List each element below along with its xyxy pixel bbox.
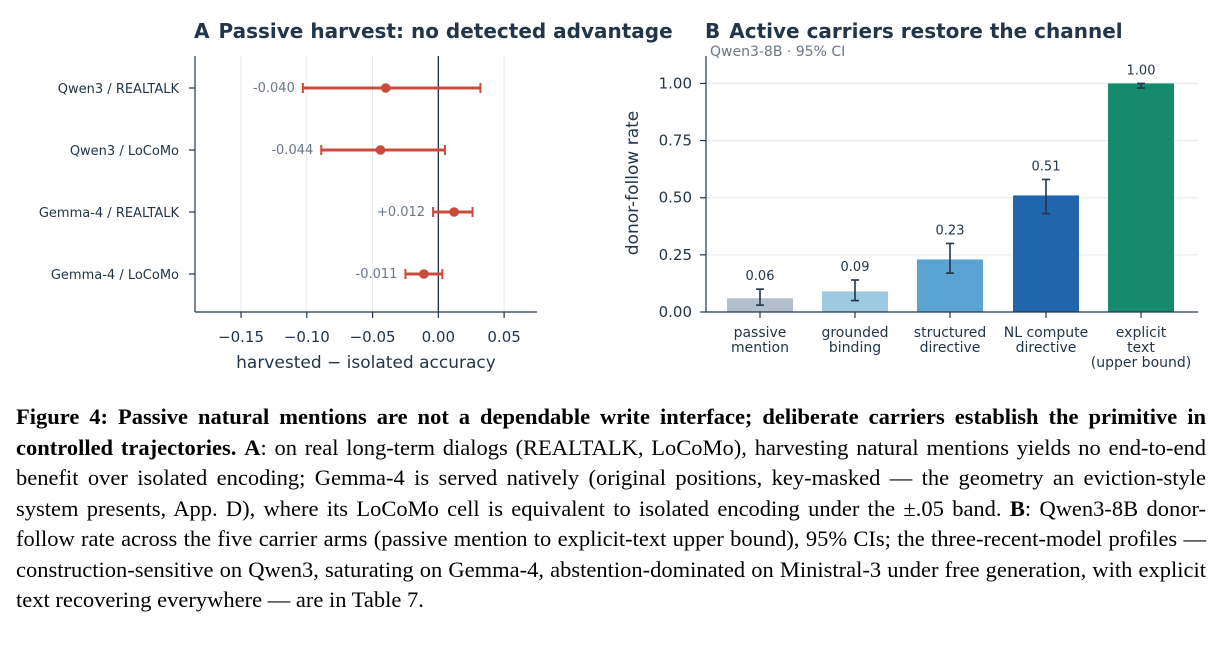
panel-b-value-label: 0.23 — [936, 223, 965, 238]
panel-a-row-label: Qwen3 / LoCoMo — [70, 144, 179, 159]
panel-a-x-ticks: −0.15 −0.10 −0.05 0.00 0.05 — [218, 312, 521, 346]
panel-b-y-tick-label: 0.50 — [659, 189, 692, 207]
panel-a-row-label: Gemma-4 / REALTALK — [39, 206, 180, 221]
panel-a-point-estimate — [375, 145, 386, 155]
panel-a-point-estimate — [449, 207, 459, 217]
panel-a-value-label: -0.011 — [356, 267, 398, 282]
panel-a-point-estimate — [419, 269, 429, 279]
figure-caption: Figure 4: Passive natural mentions are n… — [16, 402, 1206, 616]
panel-b-y-tick-label: 0.75 — [659, 132, 692, 150]
panel-b-category-label: directive — [1016, 340, 1077, 356]
panel-b-value-label: 1.00 — [1127, 63, 1156, 78]
panel-a-row-label: Gemma-4 / LoCoMo — [51, 268, 179, 283]
panel-b-category-label: directive — [920, 340, 981, 356]
caption-part-a-letter: A — [244, 434, 261, 460]
panel-a-title: A Passive harvest: no detected advantage — [194, 19, 673, 43]
figure-4: A Passive harvest: no detected advantage … — [39, 19, 1198, 373]
panel-a-row: Qwen3 / LoCoMo -0.044 — [70, 143, 446, 159]
panel-a-row: Gemma-4 / LoCoMo -0.011 — [51, 267, 444, 283]
panel-b-value-label: 0.51 — [1032, 159, 1061, 174]
panel-b-category-label: structured — [914, 325, 986, 341]
panel-a-x-tick-label: 0.00 — [422, 328, 455, 346]
panel-a-value-label: +0.012 — [377, 205, 425, 220]
panel-b-y-tick-label: 0.25 — [659, 246, 692, 264]
panel-b-title: B Active carriers restore the channel — [705, 19, 1123, 43]
panel-a-forest-plot: A Passive harvest: no detected advantage … — [39, 19, 673, 373]
caption-part-a-text: : on real long-term dialogs (REALTALK, L… — [16, 434, 1206, 521]
panel-a-x-tick-label: −0.15 — [218, 328, 264, 346]
panel-a-x-tick-label: −0.10 — [284, 328, 330, 346]
caption-part-b-letter: B — [1009, 495, 1025, 521]
panel-a-x-axis-label: harvested − isolated accuracy — [236, 353, 496, 373]
panel-a-gridlines — [240, 56, 505, 312]
panel-b-y-ticks: 0.00 0.25 0.50 0.75 1.00 — [659, 74, 706, 321]
panel-b-bar — [1108, 83, 1174, 312]
panel-b-bar — [1013, 195, 1079, 312]
panel-b-y-axis-label: donor-follow rate — [623, 111, 643, 255]
panel-a-x-tick-label: −0.05 — [350, 328, 396, 346]
panel-b-category-label: binding — [829, 340, 881, 356]
panel-b-subtitle: Qwen3-8B · 95% CI — [710, 44, 845, 60]
panel-b-bar — [822, 291, 888, 312]
panel-b-category-label: text — [1127, 340, 1155, 356]
panel-a-point-estimate — [380, 83, 391, 93]
panel-a-row: Qwen3 / REALTALK -0.040 — [58, 81, 482, 97]
panel-b-category-label: (upper bound) — [1091, 355, 1191, 371]
panel-a-rows: Qwen3 / REALTALK -0.040 Qwen3 / LoCoMo -0.0… — [39, 81, 482, 283]
panel-a-value-label: -0.044 — [271, 143, 313, 158]
caption-part-b-text: : Qwen3-8B donor-follow rate across the … — [16, 495, 1207, 613]
panel-b-category-label: grounded — [821, 325, 888, 341]
panel-b-category-label: explicit — [1116, 325, 1167, 341]
panel-a-row: Gemma-4 / REALTALK +0.012 — [39, 205, 474, 221]
panel-b-y-tick-label: 0.00 — [659, 303, 692, 321]
panel-a-row-label: Qwen3 / REALTALK — [58, 82, 180, 97]
panel-b-category-label: NL compute — [1004, 325, 1089, 341]
caption-label: Figure 4: — [16, 404, 109, 429]
panel-b-value-label: 0.09 — [841, 260, 870, 275]
panel-a-x-tick-label: 0.05 — [487, 328, 520, 346]
panel-b-category-label: mention — [731, 340, 789, 356]
panel-a-value-label: -0.040 — [253, 81, 295, 96]
panel-b-category-label: passive — [734, 325, 787, 341]
panel-b-y-tick-label: 1.00 — [659, 74, 692, 92]
panel-b-bar-chart: B Active carriers restore the channel Qwe… — [623, 19, 1198, 371]
caption-bold-text: Passive natural mentions are not a depen… — [16, 404, 1206, 460]
panel-b-value-label: 0.06 — [746, 269, 775, 284]
